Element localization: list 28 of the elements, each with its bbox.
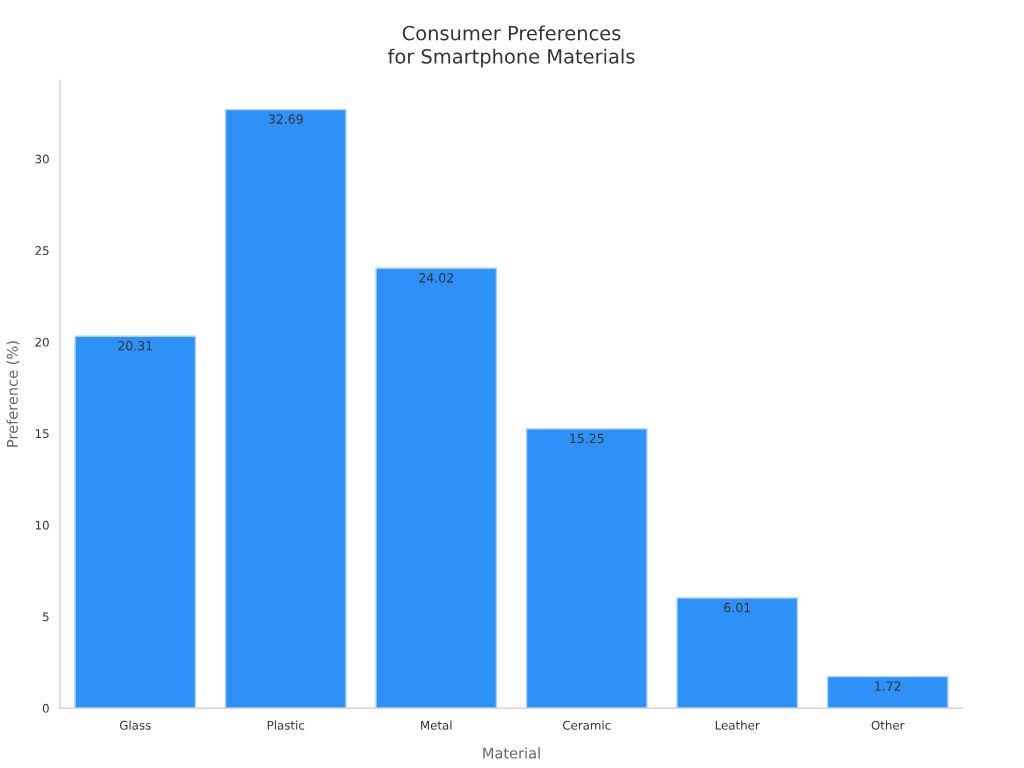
y-tick-label: 20	[35, 337, 49, 347]
data-label: 1.72	[875, 681, 901, 691]
x-tick-label: Metal	[421, 720, 452, 730]
bar	[375, 267, 498, 709]
bar	[826, 675, 949, 709]
y-tick-label: 25	[35, 246, 49, 256]
bar	[525, 428, 648, 709]
chart-title: Consumer Preferences for Smartphone Materials	[387, 25, 635, 68]
x-tick-label: Ceramic	[562, 720, 611, 730]
bar	[224, 108, 347, 709]
y-tick-label: 30	[35, 154, 49, 164]
x-axis-title: Material	[483, 747, 540, 759]
y-tick-label: 0	[42, 703, 49, 713]
bar	[74, 335, 197, 709]
x-tick-label: Leather	[715, 720, 760, 730]
data-label: 6.01	[724, 602, 750, 613]
x-tick-label: Glass	[119, 720, 151, 730]
data-label: 20.31	[118, 341, 152, 351]
data-label: 15.25	[570, 433, 604, 444]
y-tick-label: 15	[35, 429, 49, 439]
bar	[676, 597, 799, 709]
x-tick-label: Other	[871, 720, 905, 730]
y-tick-label: 5	[42, 612, 49, 622]
y-tick-label: 10	[35, 520, 49, 530]
data-label: 32.69	[268, 114, 303, 124]
x-tick-label: Plastic	[267, 720, 305, 730]
y-axis-title: Preference (%)	[6, 341, 20, 447]
data-label: 24.02	[419, 273, 453, 283]
